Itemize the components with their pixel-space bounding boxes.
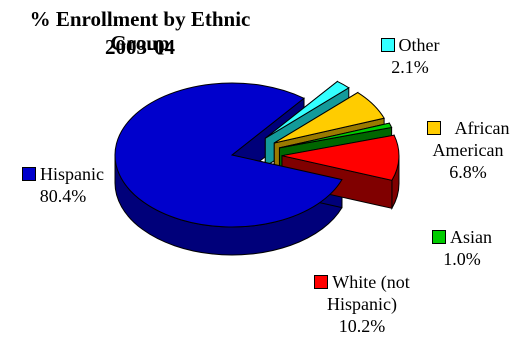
label-african-american: African American 6.8% — [412, 117, 524, 183]
pie-top-layer — [114, 80, 400, 228]
asian-value: 1.0% — [443, 249, 481, 269]
slice-asian — [279, 122, 393, 149]
african-american-swatch — [426, 121, 441, 135]
white-line1: White (not — [332, 272, 410, 292]
asian-swatch — [432, 230, 446, 244]
african-american-value: 6.8% — [449, 162, 487, 182]
african-american-line1: African — [454, 118, 510, 138]
hispanic-value: 80.4% — [39, 186, 87, 206]
slice-hispanic — [114, 82, 343, 228]
hispanic-swatch — [22, 167, 36, 181]
white-value: 10.2% — [338, 316, 386, 336]
slice-african-american — [274, 91, 385, 144]
asian-label: Asian — [450, 227, 492, 247]
chart-title: % Enrollment by Ethnic Group — [29, 7, 251, 55]
label-white: White (not Hispanic) 10.2% — [292, 271, 432, 337]
chart-subtitle: 2003-04 — [105, 35, 175, 59]
other-label: Other — [398, 35, 440, 55]
hispanic-label: Hispanic — [40, 164, 104, 184]
other-value: 2.1% — [391, 57, 429, 77]
label-hispanic: Hispanic 80.4% — [8, 163, 118, 207]
white-line2: Hispanic) — [327, 294, 397, 314]
slice-white-not-hispanic- — [281, 134, 400, 181]
white-swatch — [314, 275, 329, 289]
other-swatch — [380, 38, 395, 52]
slice-other — [264, 80, 350, 139]
label-asian: Asian 1.0% — [422, 226, 502, 270]
african-american-line2: American — [432, 140, 504, 160]
label-other: Other 2.1% — [375, 34, 445, 78]
